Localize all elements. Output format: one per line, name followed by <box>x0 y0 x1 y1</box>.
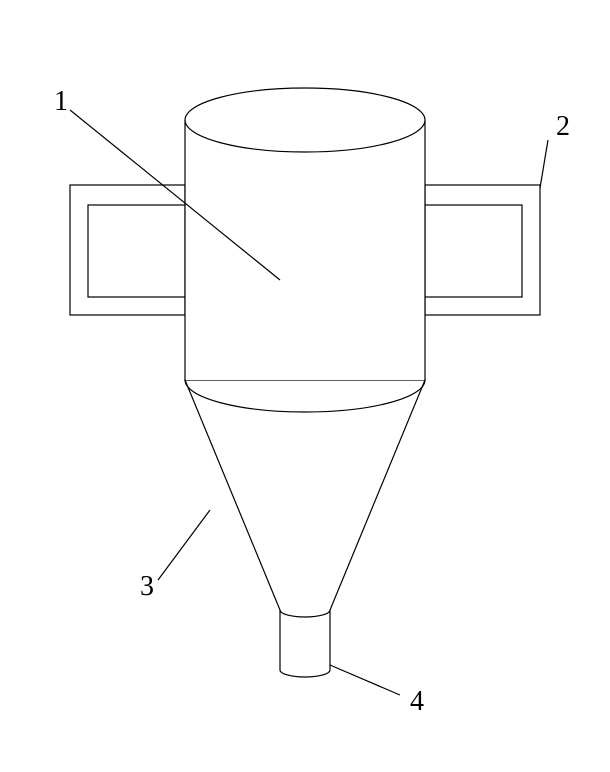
cylinder-fill <box>185 120 425 380</box>
label-l2: 2 <box>556 111 570 142</box>
cylinder-top-ellipse <box>185 88 425 152</box>
label-l4: 4 <box>410 686 424 717</box>
leader-l2 <box>540 140 548 188</box>
cone-body <box>185 380 425 617</box>
handle-left-inner <box>88 205 185 297</box>
diagram-canvas: 1 2 3 4 <box>0 0 610 772</box>
leader-l3 <box>158 510 210 580</box>
outlet-tube <box>280 610 330 677</box>
leader-l4 <box>330 665 400 695</box>
handle-right-inner <box>425 205 522 297</box>
label-l3: 3 <box>140 571 154 602</box>
label-l1: 1 <box>54 86 68 117</box>
